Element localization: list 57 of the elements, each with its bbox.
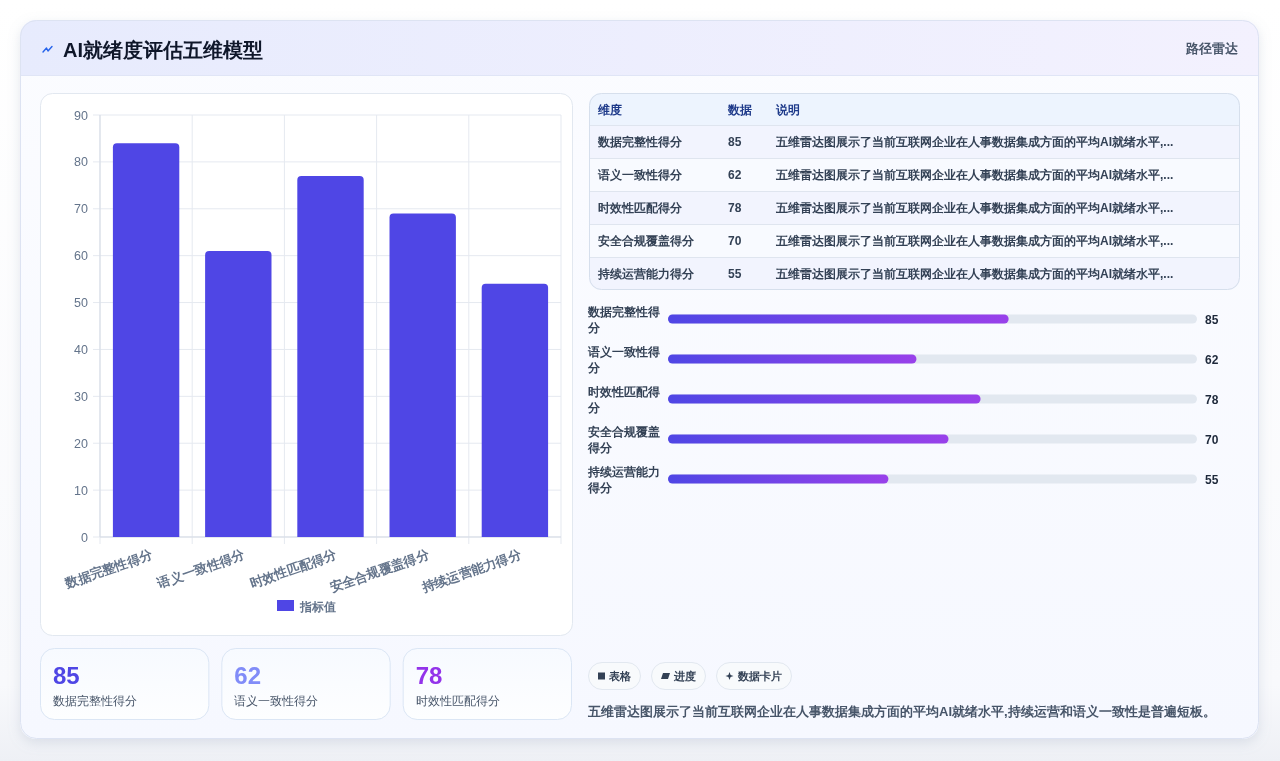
y-tick-label: 语义一致性得分	[587, 345, 660, 375]
bar	[481, 283, 549, 537]
text: 五维雷达图展示了当前互联网企业在人事数据集成方面的平均AI就绪水平,...	[775, 267, 1174, 281]
text: 进度	[673, 670, 696, 682]
y-tick-label: 40	[74, 342, 89, 357]
y-tick-label: 60	[74, 249, 89, 264]
y-tick-label: 持续运营能力得分	[587, 465, 660, 495]
text: 数据	[727, 102, 752, 117]
text: 表格	[608, 670, 632, 682]
y-tick-label: 70	[74, 202, 89, 217]
y-tick-label: 50	[74, 296, 89, 311]
data-label: 85	[1205, 312, 1219, 327]
category-label: 时效性匹配得分	[598, 201, 683, 215]
data-label: 78	[728, 201, 742, 215]
y-tick-label: 0	[81, 530, 89, 545]
legend-label: 指标值	[299, 599, 336, 614]
bar	[205, 250, 272, 537]
data-label: 55	[728, 267, 742, 281]
data-label: 78	[1205, 392, 1219, 407]
y-tick-label: 20	[74, 436, 89, 451]
text: 路径雷达	[1185, 41, 1239, 56]
data-label: 85	[53, 662, 80, 689]
text: 五维雷达图展示了当前互联网企业在人事数据集成方面的平均AI就绪水平,...	[775, 201, 1174, 215]
category-label: 数据完整性得分	[53, 694, 137, 708]
text: 维度	[597, 102, 622, 117]
category-label: 语义一致性得分	[234, 694, 319, 708]
category-label: 时效性匹配得分	[415, 694, 500, 708]
data-label: 85	[728, 135, 742, 149]
data-label: 78	[415, 662, 443, 689]
data-label: 62	[234, 662, 262, 689]
data-label: 70	[728, 234, 742, 248]
text: 数据卡片	[737, 670, 782, 682]
y-tick-label: 90	[74, 108, 89, 123]
data-label: 62	[1205, 352, 1219, 367]
x-tick-label: 语义一致性得分	[154, 546, 248, 592]
bar	[112, 143, 180, 537]
text: 五维雷达图展示了当前互联网企业在人事数据集成方面的平均AI就绪水平,持续运营和语义一致性是普遍短板。	[587, 704, 1216, 719]
category-label: 安全合规覆盖得分	[598, 234, 695, 248]
text: 五维雷达图展示了当前互联网企业在人事数据集成方面的平均AI就绪水平,...	[775, 234, 1174, 248]
y-tick-label: 数据完整性得分	[587, 305, 660, 335]
y-tick-label: 30	[74, 389, 89, 404]
text: 说明	[775, 102, 800, 117]
text: 五维雷达图展示了当前互联网企业在人事数据集成方面的平均AI就绪水平,...	[775, 135, 1174, 149]
category-label: 持续运营能力得分	[597, 267, 695, 281]
y-tick-label: 10	[74, 483, 89, 498]
y-tick-label: 80	[74, 155, 89, 170]
y-tick-label: 时效性匹配得分	[587, 385, 660, 415]
category-label: 数据完整性得分	[597, 135, 683, 149]
text: 五维雷达图展示了当前互联网企业在人事数据集成方面的平均AI就绪水平,...	[775, 168, 1174, 182]
category-label: 语义一致性得分	[597, 168, 683, 182]
y-tick-label: 安全合规覆盖得分	[587, 425, 660, 455]
data-label: 70	[1205, 432, 1219, 447]
bar	[297, 175, 364, 537]
bar	[389, 213, 456, 537]
data-label: 55	[1205, 472, 1219, 487]
text: AI就绪度评估五维模型	[63, 38, 263, 61]
data-label: 62	[728, 168, 742, 182]
